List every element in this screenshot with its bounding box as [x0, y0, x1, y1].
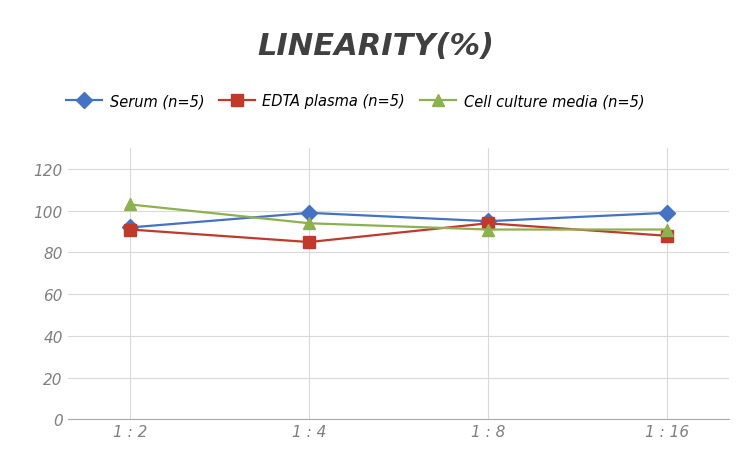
EDTA plasma (n=5): [663, 234, 672, 239]
EDTA plasma (n=5): [305, 240, 314, 245]
Serum (n=5): [305, 211, 314, 216]
Cell culture media (n=5): [484, 227, 493, 233]
Serum (n=5): [663, 211, 672, 216]
Line: EDTA plasma (n=5): EDTA plasma (n=5): [125, 218, 672, 248]
Cell culture media (n=5): [126, 202, 135, 208]
Cell culture media (n=5): [305, 221, 314, 226]
Text: LINEARITY(%): LINEARITY(%): [257, 32, 495, 60]
Serum (n=5): [484, 219, 493, 225]
Legend: Serum (n=5), EDTA plasma (n=5), Cell culture media (n=5): Serum (n=5), EDTA plasma (n=5), Cell cul…: [60, 88, 650, 115]
Line: Cell culture media (n=5): Cell culture media (n=5): [125, 199, 672, 235]
Line: Serum (n=5): Serum (n=5): [125, 208, 672, 234]
Serum (n=5): [126, 225, 135, 230]
Cell culture media (n=5): [663, 227, 672, 233]
EDTA plasma (n=5): [484, 221, 493, 226]
EDTA plasma (n=5): [126, 227, 135, 233]
